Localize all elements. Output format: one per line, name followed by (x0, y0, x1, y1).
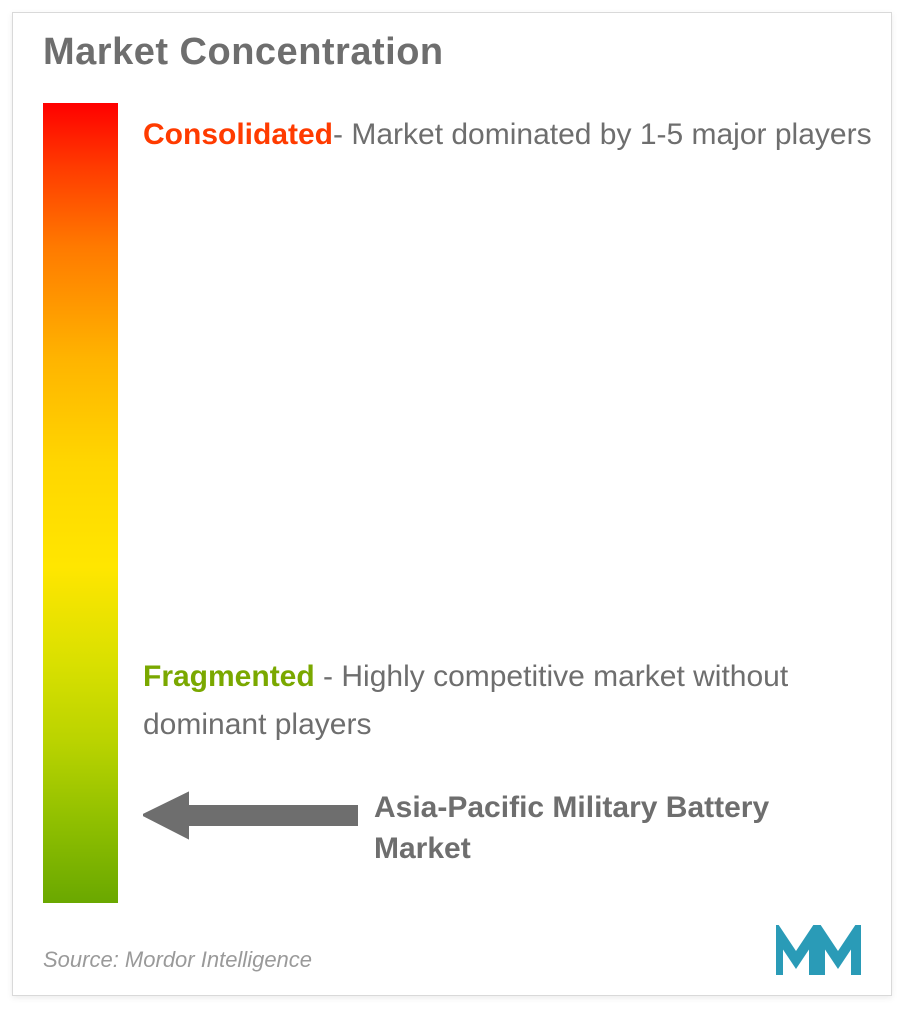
source-attribution: Source: Mordor Intelligence (43, 947, 312, 973)
card-title: Market Concentration (43, 31, 444, 74)
market-position-marker: Asia-Pacific Military Battery Market (143, 788, 854, 869)
marker-label: Asia-Pacific Military Battery Market (374, 788, 854, 869)
mordor-intelligence-logo-icon (776, 925, 861, 980)
market-concentration-card: Market Concentration Consolidated- Marke… (12, 12, 892, 996)
left-arrow-icon (143, 788, 358, 843)
fragmented-label: Fragmented (143, 660, 315, 693)
consolidated-label: Consolidated (143, 118, 333, 151)
consolidated-desc-text: - Market dominated by 1-5 major players (333, 118, 872, 151)
concentration-gradient-bar (43, 103, 118, 903)
consolidated-description: Consolidated- Market dominated by 1-5 ma… (143, 111, 873, 159)
fragmented-description: Fragmented - Highly competitive market w… (143, 653, 873, 749)
